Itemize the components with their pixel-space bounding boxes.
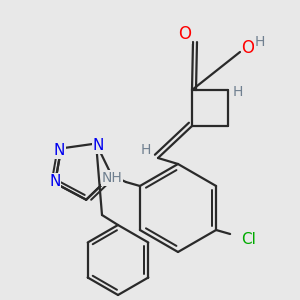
Text: H: H <box>255 35 265 49</box>
Text: O: O <box>178 25 191 43</box>
Text: Cl: Cl <box>241 232 256 247</box>
Text: N: N <box>49 174 61 189</box>
Text: H: H <box>233 85 243 99</box>
Text: NH: NH <box>101 171 122 185</box>
Text: N: N <box>92 138 104 153</box>
Text: H: H <box>141 143 151 157</box>
Text: O: O <box>242 39 254 57</box>
Text: N: N <box>53 143 65 158</box>
